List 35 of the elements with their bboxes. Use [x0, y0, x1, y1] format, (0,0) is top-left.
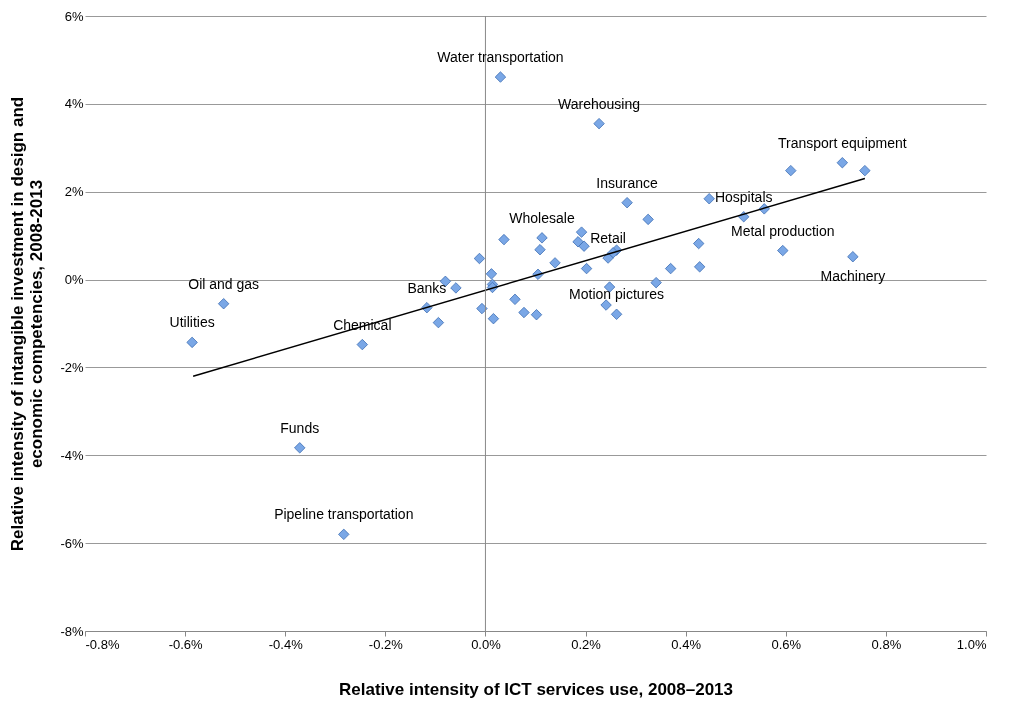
annotation: Metal production [731, 222, 835, 239]
x-tick-label: 0.2% [571, 636, 602, 652]
x-tick-label: -0.2% [368, 636, 404, 652]
y-tick-label: 4% [64, 96, 84, 112]
y-axis-title: Relative intensity of intangible investment in design and economic competencies, 2008-2013 [8, 96, 47, 552]
x-tick-label: 0.0% [471, 636, 502, 652]
x-tick-label: -0.6% [168, 636, 204, 652]
annotation: Insurance [596, 174, 659, 191]
y-tick-label: -2% [60, 359, 84, 375]
x-tick-label: 1.0% [956, 636, 987, 652]
y-tick-label: -4% [60, 447, 84, 463]
x-axis-title: Relative intensity of ICT services use, 2008–2013 [338, 679, 734, 699]
x-tick-label: 0.8% [871, 636, 902, 652]
y-tick-label: 6% [64, 8, 84, 24]
y-tick-label: 0% [64, 272, 84, 288]
annotation: Hospitals [714, 188, 773, 205]
x-tick-label: -0.8% [85, 636, 120, 652]
x-tick-label: -0.4% [268, 636, 304, 652]
annotation: Utilities [169, 314, 215, 331]
x-tick-label: 0.6% [771, 636, 802, 652]
annotation: Oil and gas [188, 275, 260, 292]
annotation: Motion pictures [569, 286, 665, 303]
annotation: Pipeline transportation [274, 506, 414, 523]
y-tick-label: 2% [64, 184, 84, 200]
annotation: Retail [590, 230, 626, 247]
annotation: Transport equipment [778, 134, 907, 151]
annotation: Wholesale [509, 209, 575, 226]
annotation: Warehousing [558, 95, 641, 112]
x-tick-label: 0.4% [671, 636, 702, 652]
y-tick-label: -8% [60, 623, 84, 639]
annotation: Water transportation [437, 49, 564, 66]
y-tick-label: -6% [60, 535, 84, 551]
annotation: Machinery [820, 267, 886, 284]
annotation: Banks [407, 279, 447, 296]
annotation: Funds [280, 419, 320, 436]
